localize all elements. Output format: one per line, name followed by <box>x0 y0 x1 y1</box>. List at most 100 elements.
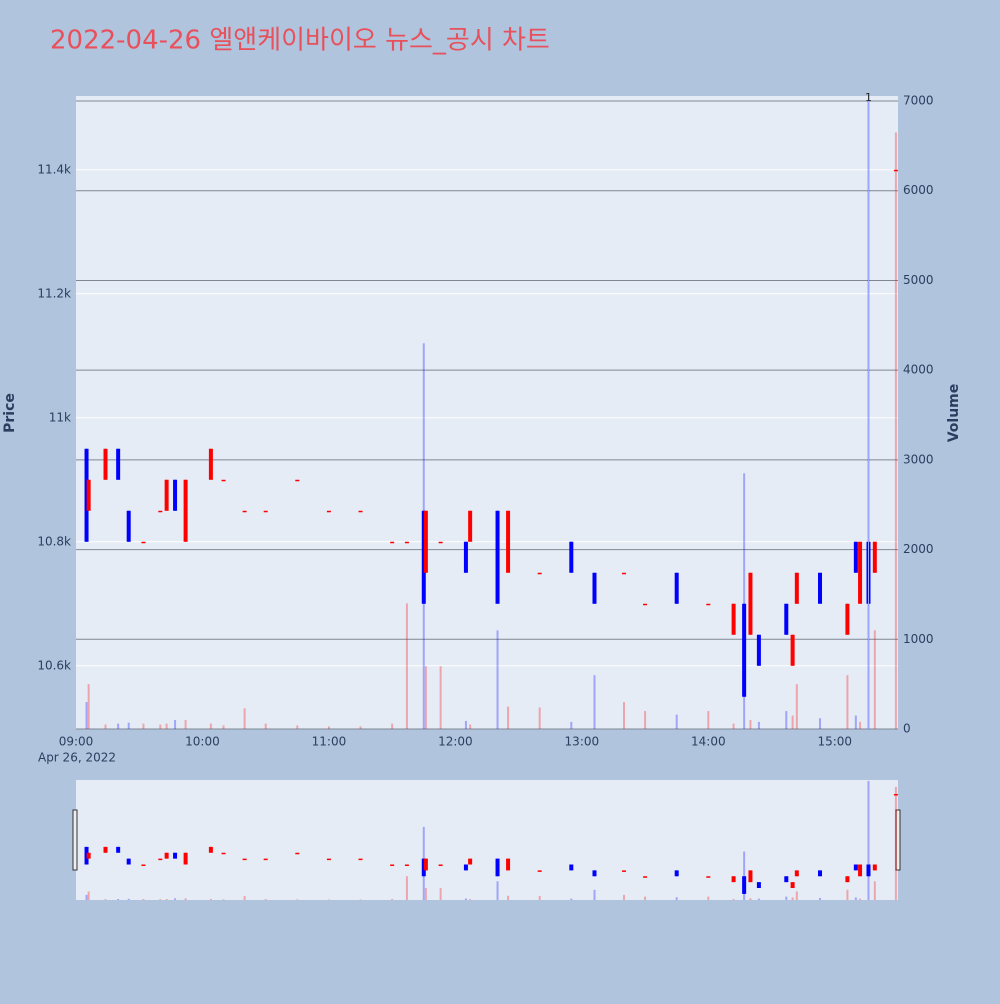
y2-axis-title: Volume <box>946 384 962 443</box>
range-slider-volume-bar <box>142 898 145 900</box>
volume-bar <box>507 706 510 729</box>
candle-body <box>358 510 363 513</box>
candle-body <box>84 448 89 542</box>
range-slider-candle-body <box>495 858 500 877</box>
candle-body <box>818 572 823 604</box>
range-slider-candle-body <box>784 876 789 883</box>
range-slider-candle-body <box>164 852 169 859</box>
range-slider-volume-bar <box>795 891 798 900</box>
volume-bar <box>391 723 394 729</box>
volume-bar <box>165 723 168 729</box>
range-slider-candle-body <box>390 864 395 867</box>
range-slider-candle-body <box>141 864 146 867</box>
range-slider-volume-bar <box>127 898 130 900</box>
candle-body <box>858 541 863 604</box>
volume-bar <box>593 675 596 729</box>
range-slider-volume-bar <box>327 899 330 900</box>
range-slider-volume-bar <box>359 899 362 900</box>
range-slider-volume-bar <box>507 895 510 900</box>
range-slider-volume-bar <box>469 899 472 900</box>
range-slider-candle-body <box>569 864 574 871</box>
candle-body <box>872 541 877 573</box>
volume-bar <box>264 723 267 729</box>
volume-bar <box>623 702 625 729</box>
range-slider-candle-body <box>103 846 108 853</box>
volume-bar <box>184 720 187 729</box>
range-slider-volume-bar <box>243 896 246 900</box>
range-slider-candle-body <box>592 870 597 877</box>
range-slider-candle-body <box>537 870 542 872</box>
y2-tick-label: 5000 <box>903 273 934 287</box>
range-slider-handle[interactable] <box>895 809 901 871</box>
range-slider-candle-body <box>790 882 795 889</box>
candle-body <box>116 448 121 480</box>
x-tick-label: 12:00 <box>438 735 473 749</box>
volume-bar <box>296 725 299 729</box>
volume-bar <box>538 707 541 729</box>
candle-body <box>622 572 626 575</box>
range-slider-volume-bar <box>159 899 162 900</box>
range-slider-volume-bar <box>791 897 794 900</box>
volume-bar <box>142 723 145 729</box>
candle-body <box>242 510 247 513</box>
range-slider-volume-bar <box>391 898 394 900</box>
range-slider-volume-bar <box>165 898 168 900</box>
range-slider-volume-bar <box>104 899 107 900</box>
range-slider-candle-body <box>872 864 877 871</box>
volume-bar <box>675 714 678 729</box>
y2-tick-label: 2000 <box>903 542 934 556</box>
range-slider-volume-bar <box>439 888 442 900</box>
range-slider-candle-body <box>893 793 898 796</box>
candle-body <box>126 510 131 542</box>
range-slider-volume-bar <box>873 881 876 900</box>
candle-body <box>158 510 163 513</box>
range-slider-volume-bar <box>538 895 541 900</box>
volume-bar <box>359 726 362 729</box>
volume-bar <box>174 720 177 729</box>
range-slider-candle-body <box>748 870 753 883</box>
candle-body <box>103 448 108 480</box>
volume-bar <box>85 702 88 729</box>
candle-body <box>404 541 409 544</box>
volume-bar <box>570 721 573 729</box>
range-slider-candle-body <box>404 864 409 867</box>
volume-bar <box>859 721 862 729</box>
range-slider-candle-body <box>84 846 89 865</box>
range-slider-volume-bar <box>296 899 299 900</box>
candle-body <box>643 603 648 606</box>
range-slider-volume-bar <box>87 891 90 900</box>
range-slider-candle-body <box>506 858 511 871</box>
volume-bar <box>159 724 162 729</box>
volume-bar <box>496 630 499 729</box>
candle-body <box>592 572 597 604</box>
candle-body <box>537 572 542 575</box>
range-slider-volume-bar <box>749 898 752 900</box>
range-slider-candle-body <box>468 858 473 865</box>
range-slider-volume-bar <box>854 897 857 900</box>
x-tick-label: 10:00 <box>185 735 220 749</box>
range-slider-volume-bar <box>846 889 849 900</box>
candle-body <box>845 603 850 635</box>
range-slider-volume-bar <box>593 889 596 900</box>
range-slider-candle-body <box>116 846 121 853</box>
candle-body <box>164 479 169 511</box>
volume-bar <box>424 666 427 729</box>
range-slider-candle-body <box>295 852 300 855</box>
range-slider-volume-bar <box>894 786 897 900</box>
candle-body <box>506 510 511 573</box>
y2-tick-label: 4000 <box>903 363 934 377</box>
volume-bar <box>732 723 735 729</box>
chart-title: 2022-04-26 엘앤케이바이오 뉴스_공시 차트 <box>50 26 550 56</box>
candle-body <box>731 603 736 635</box>
range-slider-volume-bar <box>675 897 678 900</box>
range-slider-candle-body <box>794 870 799 877</box>
range-slider-handle[interactable] <box>72 809 78 871</box>
volume-bar <box>873 630 876 729</box>
y2-tick-label: 0 <box>903 722 911 736</box>
candle-body <box>742 603 747 697</box>
range-slider-candle-body <box>423 858 428 871</box>
range-slider <box>76 780 898 900</box>
range-slider-volume-bar <box>117 898 120 900</box>
volume-bar <box>439 666 442 729</box>
